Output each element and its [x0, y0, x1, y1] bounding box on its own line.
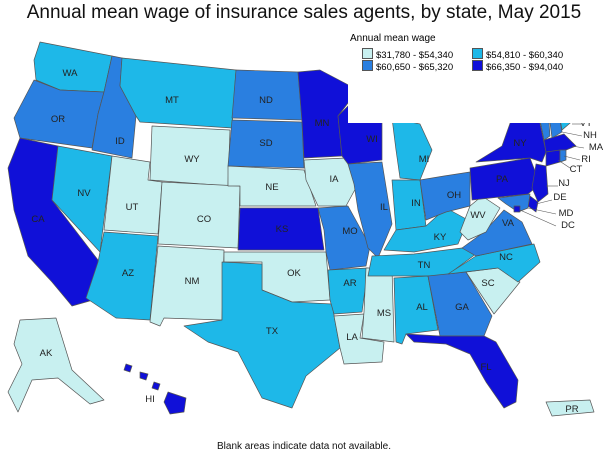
state-label-pa: PA — [496, 174, 509, 185]
state-label-ny: NY — [513, 138, 527, 149]
state-label-ri: RI — [581, 154, 591, 165]
state-label-hi: HI — [145, 394, 155, 405]
state-label-ok: OK — [287, 268, 301, 279]
state-label-oh: OH — [447, 190, 461, 201]
state-label-co: CO — [197, 214, 211, 225]
state-label-pr: PR — [565, 404, 578, 415]
state-label-fl: FL — [480, 362, 491, 373]
state-label-mo: MO — [342, 226, 357, 237]
legend-item-1: $31,780 - $54,340 — [362, 48, 453, 61]
state-ri[interactable] — [559, 149, 567, 163]
state-label-or: OR — [51, 114, 65, 125]
state-label-md: MD — [559, 208, 574, 219]
state-label-ma: MA — [589, 142, 604, 153]
state-label-nc: NC — [499, 252, 513, 263]
state-hi[interactable] — [123, 363, 187, 415]
legend-label-2: $54,810 - $60,340 — [486, 50, 564, 61]
state-label-ct: CT — [570, 164, 583, 175]
legend-label-4: $66,350 - $94,040 — [486, 62, 564, 73]
legend-title: Annual mean wage — [350, 33, 436, 44]
state-label-nv: NV — [77, 188, 91, 199]
state-ks[interactable] — [237, 207, 325, 251]
state-ky[interactable] — [383, 207, 469, 253]
state-label-ky: KY — [434, 232, 447, 243]
legend-item-3: $60,650 - $65,320 — [362, 60, 453, 73]
footnote: Blank areas indicate data not available. — [216, 441, 391, 452]
state-az[interactable] — [85, 231, 159, 321]
state-label-ar: AR — [343, 278, 356, 289]
state-ct[interactable] — [545, 149, 561, 167]
legend-label-1: $31,780 - $54,340 — [376, 50, 454, 61]
state-label-nm: NM — [185, 276, 200, 287]
state-label-ca: CA — [31, 214, 45, 225]
callout-lines — [519, 123, 585, 227]
state-md[interactable] — [497, 193, 531, 213]
state-label-wa: WA — [63, 68, 79, 79]
state-label-mt: MT — [165, 95, 179, 106]
state-nj[interactable] — [531, 163, 549, 203]
state-label-ms: MS — [377, 308, 391, 319]
state-il[interactable] — [347, 161, 393, 259]
state-ne[interactable] — [227, 165, 317, 207]
state-label-id: ID — [115, 136, 125, 147]
state-label-mn: MN — [315, 118, 330, 129]
state-label-tn: TN — [418, 260, 431, 271]
state-label-nd: ND — [259, 95, 273, 106]
state-wv[interactable] — [459, 195, 501, 241]
state-label-wy: WY — [184, 154, 200, 165]
state-dc[interactable] — [513, 205, 521, 213]
legend-item-2: $54,810 - $60,340 — [472, 48, 563, 61]
state-label-in: IN — [411, 198, 421, 209]
state-label-wv: WV — [470, 210, 486, 221]
legend-label-3: $60,650 - $65,320 — [376, 62, 454, 73]
state-ak[interactable] — [7, 317, 105, 413]
state-label-ks: KS — [276, 224, 289, 235]
state-label-tx: TX — [266, 326, 279, 337]
state-label-ut: UT — [126, 202, 139, 213]
state-nm[interactable] — [149, 245, 225, 327]
state-mt[interactable] — [119, 57, 237, 129]
state-pr[interactable] — [545, 399, 595, 417]
state-label-wi: WI — [366, 134, 378, 145]
legend-swatch-2 — [472, 48, 483, 59]
state-label-ia: IA — [330, 174, 340, 185]
state-label-ne: NE — [265, 182, 278, 193]
state-label-mi: MI — [419, 154, 430, 165]
state-label-il: IL — [380, 202, 388, 213]
state-label-ak: AK — [40, 348, 53, 359]
state-ar[interactable] — [327, 267, 369, 315]
state-label-de: DE — [553, 192, 566, 203]
state-label-al: AL — [416, 302, 428, 313]
legend: Annual mean wage $31,780 - $54,340 $54,8… — [348, 31, 606, 123]
state-sd[interactable] — [227, 119, 305, 169]
state-label-sc: SC — [481, 278, 494, 289]
state-mo[interactable] — [317, 205, 371, 271]
state-label-az: AZ — [122, 268, 134, 279]
legend-swatch-3 — [362, 60, 373, 71]
state-label-vt: VT — [580, 118, 592, 129]
state-label-nj: NJ — [558, 178, 570, 189]
state-label-nh: NH — [583, 130, 597, 141]
legend-swatch-1 — [362, 48, 373, 59]
state-label-va: VA — [502, 218, 515, 229]
state-label-ga: GA — [455, 302, 469, 313]
state-ms[interactable] — [361, 267, 395, 343]
state-fl[interactable] — [405, 333, 519, 409]
map-title: Annual mean wage of insurance sales agen… — [26, 2, 582, 23]
legend-swatch-4 — [472, 60, 483, 71]
state-label-sd: SD — [259, 138, 272, 149]
state-tx[interactable] — [183, 261, 341, 409]
state-ma[interactable] — [543, 133, 577, 153]
legend-item-4: $66,350 - $94,040 — [472, 60, 563, 73]
state-label-dc: DC — [561, 220, 575, 231]
state-label-la: LA — [346, 332, 358, 343]
